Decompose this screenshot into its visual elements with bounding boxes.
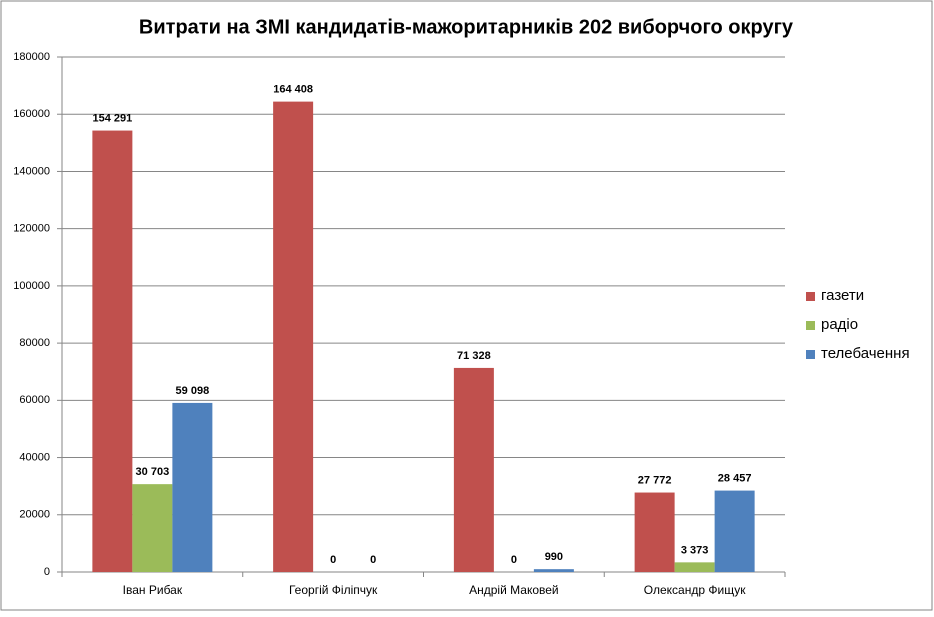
x-tick-label: Андрій Маковей — [469, 583, 559, 597]
bar — [92, 130, 133, 572]
value-label: 154 291 — [92, 112, 132, 124]
legend-swatch — [806, 321, 815, 330]
x-tick-label: Іван Рибак — [123, 583, 183, 597]
legend-swatch — [806, 292, 815, 301]
x-tick-label: Олександр Фищук — [644, 583, 746, 597]
value-label: 30 703 — [136, 466, 170, 478]
value-label: 0 — [370, 554, 376, 566]
y-tick-label: 40000 — [19, 451, 50, 463]
y-tick-label: 100000 — [13, 280, 50, 292]
y-tick-label: 160000 — [13, 108, 50, 120]
bar — [172, 402, 213, 572]
bar — [533, 569, 574, 572]
value-label: 0 — [330, 554, 336, 566]
value-label: 990 — [545, 551, 563, 563]
legend-label: радіо — [821, 316, 858, 333]
y-tick-label: 20000 — [19, 509, 50, 521]
bar — [674, 562, 715, 572]
value-label: 59 098 — [176, 385, 210, 397]
value-label: 27 772 — [638, 474, 672, 486]
value-label: 28 457 — [718, 472, 752, 484]
legend-swatch — [806, 350, 815, 359]
y-tick-label: 140000 — [13, 165, 50, 177]
value-label: 0 — [511, 554, 517, 566]
value-label: 71 328 — [457, 350, 491, 362]
y-tick-label: 60000 — [19, 394, 50, 406]
value-label: 164 408 — [273, 84, 313, 96]
y-tick-label: 80000 — [19, 337, 50, 349]
bar — [634, 492, 675, 572]
legend-label: газети — [821, 287, 864, 304]
chart-title: Витрати на ЗМІ кандидатів-мажоритарників… — [139, 16, 794, 38]
value-label: 3 373 — [681, 544, 709, 556]
bar — [453, 367, 494, 572]
bar — [132, 484, 173, 572]
bar — [273, 101, 314, 572]
y-tick-label: 0 — [44, 566, 50, 578]
y-tick-label: 180000 — [13, 51, 50, 63]
y-tick-label: 120000 — [13, 223, 50, 235]
x-tick-label: Георгій Філіпчук — [289, 583, 378, 597]
bar — [714, 490, 755, 572]
legend-label: телебачення — [821, 345, 910, 362]
